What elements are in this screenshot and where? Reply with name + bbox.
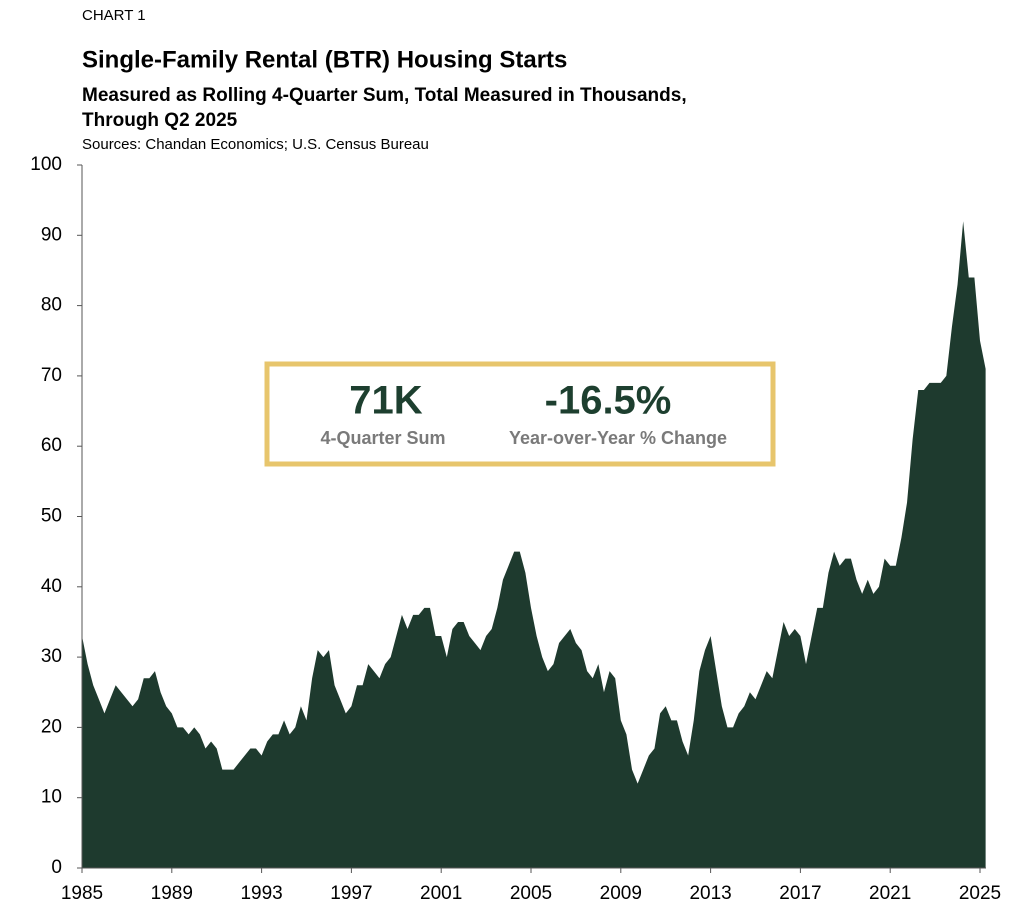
x-tick-label: 2013 xyxy=(689,883,731,904)
x-tick-label: 2001 xyxy=(420,883,462,904)
y-tick-label: 80 xyxy=(41,295,62,316)
callout-label: 4-Quarter Sum xyxy=(320,428,445,448)
x-tick-label: 2025 xyxy=(959,883,1001,904)
y-tick-label: 70 xyxy=(41,365,62,386)
y-tick-label: 90 xyxy=(41,224,62,245)
x-tick-label: 2017 xyxy=(779,883,821,904)
callout-value: 71K xyxy=(349,379,422,423)
chart-subtitle: Through Q2 2025 xyxy=(82,110,238,131)
callout-box: 71K 4-Quarter Sum -16.5% Year-over-Year … xyxy=(264,361,776,467)
chart-source: Sources: Chandan Economics; U.S. Census … xyxy=(82,136,429,153)
plot-area: 0 10 20 30 40 50 60 70 80 90 100 1985 1989 1993 1997 20… xyxy=(30,154,1001,904)
x-tick-label: 2009 xyxy=(600,883,642,904)
y-tick-label: 10 xyxy=(41,787,62,808)
y-tick-label: 100 xyxy=(30,154,62,175)
callout-value: -16.5% xyxy=(545,379,672,423)
y-tick-label: 0 xyxy=(51,857,62,878)
x-tick-label: 1989 xyxy=(151,883,193,904)
x-tick-label: 2021 xyxy=(869,883,911,904)
y-tick-label: 50 xyxy=(41,506,62,527)
callout-label: Year-over-Year % Change xyxy=(509,428,727,448)
chart-label: CHART 1 xyxy=(82,7,146,24)
x-tick-label: 1997 xyxy=(330,883,372,904)
callout-border xyxy=(264,361,776,467)
y-tick-label: 40 xyxy=(41,576,62,597)
x-tick-label: 1993 xyxy=(240,883,282,904)
y-tick-label: 20 xyxy=(41,716,62,737)
x-tick-label: 2005 xyxy=(510,883,552,904)
y-tick-label: 60 xyxy=(41,435,62,456)
chart-title: Single-Family Rental (BTR) Housing Start… xyxy=(82,46,567,73)
chart-subtitle: Measured as Rolling 4-Quarter Sum, Total… xyxy=(82,85,687,106)
x-tick-label: 1985 xyxy=(61,883,103,904)
y-tick-label: 30 xyxy=(41,646,62,667)
area xyxy=(82,221,986,869)
